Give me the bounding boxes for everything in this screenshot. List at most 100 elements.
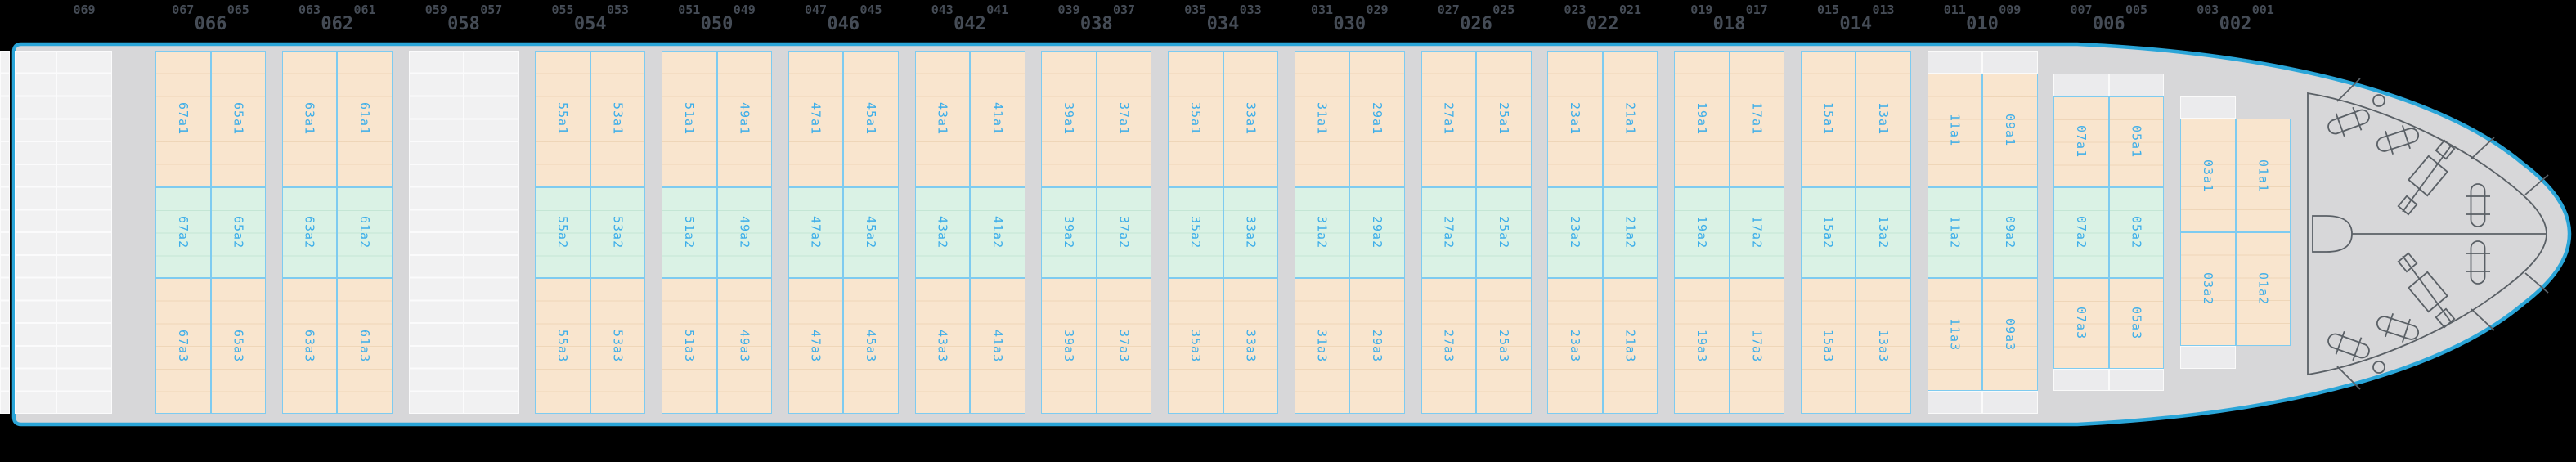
slot-cell-09a1[interactable]: 09a1	[1982, 73, 2038, 187]
slot-cell-51a1[interactable]: 51a1	[662, 51, 717, 187]
slot-cell-37a1[interactable]: 37a1	[1096, 51, 1152, 187]
slot-cell-07a3[interactable]: 07a3	[2053, 277, 2109, 369]
slot-cell-67a2[interactable]: 67a2	[155, 186, 211, 278]
slot-cell-21a1[interactable]: 21a1	[1602, 51, 1658, 187]
slot-cell-67a3[interactable]: 67a3	[155, 277, 211, 414]
slot-cell-31a1[interactable]: 31a1	[1294, 51, 1350, 187]
slot-cell-15a3[interactable]: 15a3	[1800, 277, 1856, 414]
slot-cell-55a1[interactable]: 55a1	[535, 51, 590, 187]
slot-cell-65a2[interactable]: 65a2	[210, 186, 266, 278]
slot-cell-09a2[interactable]: 09a2	[1982, 186, 2038, 278]
slot-cell-49a1[interactable]: 49a1	[716, 51, 772, 187]
slot-cell-31a3[interactable]: 31a3	[1294, 277, 1350, 414]
slot-cell-17a1[interactable]: 17a1	[1729, 51, 1784, 187]
slot-cell-39a1[interactable]: 39a1	[1041, 51, 1097, 187]
empty-bay-058-col-right[interactable]	[464, 51, 519, 414]
slot-cell-11a1[interactable]: 11a1	[1927, 73, 1982, 187]
slot-cell-05a2[interactable]: 05a2	[2108, 186, 2165, 278]
slot-cell-61a3[interactable]: 61a3	[337, 277, 393, 414]
slot-cell-13a2[interactable]: 13a2	[1856, 186, 1911, 278]
slot-cell-05a1[interactable]: 05a1	[2108, 96, 2165, 187]
slot-cell-27a2[interactable]: 27a2	[1420, 186, 1476, 278]
slot-cell-43a1[interactable]: 43a1	[914, 51, 970, 187]
slot-cell-41a3[interactable]: 41a3	[970, 277, 1025, 414]
slot-cell-61a1[interactable]: 61a1	[337, 51, 393, 187]
slot-cell-01a2[interactable]: 01a2	[2235, 232, 2291, 346]
slot-cell-09a3[interactable]: 09a3	[1982, 277, 2038, 392]
slot-cell-37a2[interactable]: 37a2	[1096, 186, 1152, 278]
slot-cell-61a2[interactable]: 61a2	[337, 186, 393, 278]
slot-cell-63a2[interactable]: 63a2	[281, 186, 338, 278]
slot-cell-17a3[interactable]: 17a3	[1729, 277, 1784, 414]
stern-empty-bay-col-right[interactable]	[56, 51, 112, 414]
slot-cell-55a2[interactable]: 55a2	[535, 186, 590, 278]
slot-cell-63a1[interactable]: 63a1	[281, 51, 338, 187]
slot-cell-23a1[interactable]: 23a1	[1547, 51, 1603, 187]
empty-bay-058-col-left[interactable]	[408, 51, 464, 414]
slot-cell-23a3[interactable]: 23a3	[1547, 277, 1603, 414]
slot-cell-31a2[interactable]: 31a2	[1294, 186, 1350, 278]
slot-cell-35a2[interactable]: 35a2	[1168, 186, 1223, 278]
slot-cell-19a3[interactable]: 19a3	[1674, 277, 1730, 414]
slot-cell-63a3[interactable]: 63a3	[281, 277, 338, 414]
slot-cell-25a2[interactable]: 25a2	[1476, 186, 1532, 278]
slot-cell-21a3[interactable]: 21a3	[1602, 277, 1658, 414]
slot-cell-43a2[interactable]: 43a2	[914, 186, 970, 278]
slot-cell-15a1[interactable]: 15a1	[1800, 51, 1856, 187]
slot-cell-33a2[interactable]: 33a2	[1223, 186, 1278, 278]
slot-cell-41a2[interactable]: 41a2	[970, 186, 1025, 278]
slot-cell-25a1[interactable]: 25a1	[1476, 51, 1532, 187]
slot-cell-13a3[interactable]: 13a3	[1856, 277, 1911, 414]
slot-cell-27a1[interactable]: 27a1	[1420, 51, 1476, 187]
slot-cell-05a3[interactable]: 05a3	[2108, 277, 2165, 369]
slot-cell-65a3[interactable]: 65a3	[210, 277, 266, 414]
slot-cell-17a2[interactable]: 17a2	[1729, 186, 1784, 278]
slot-cell-53a2[interactable]: 53a2	[590, 186, 646, 278]
stern-empty-bay-col-left[interactable]	[15, 51, 56, 414]
slot-cell-51a2[interactable]: 51a2	[662, 186, 717, 278]
slot-cell-03a2[interactable]: 03a2	[2180, 232, 2236, 346]
slot-cell-21a2[interactable]: 21a2	[1602, 186, 1658, 278]
slot-cell-65a1[interactable]: 65a1	[210, 51, 266, 187]
slot-cell-67a1[interactable]: 67a1	[155, 51, 211, 187]
slot-cell-35a3[interactable]: 35a3	[1168, 277, 1223, 414]
slot-cell-33a3[interactable]: 33a3	[1223, 277, 1278, 414]
slot-cell-51a3[interactable]: 51a3	[662, 277, 717, 414]
slot-cell-45a1[interactable]: 45a1	[843, 51, 899, 187]
clipped-bay-strip[interactable]	[0, 51, 10, 414]
slot-cell-47a2[interactable]: 47a2	[788, 186, 844, 278]
slot-cell-07a2[interactable]: 07a2	[2053, 186, 2109, 278]
slot-cell-37a3[interactable]: 37a3	[1096, 277, 1152, 414]
slot-cell-41a1[interactable]: 41a1	[970, 51, 1025, 187]
slot-cell-19a1[interactable]: 19a1	[1674, 51, 1730, 187]
slot-cell-07a1[interactable]: 07a1	[2053, 96, 2109, 187]
slot-cell-23a2[interactable]: 23a2	[1547, 186, 1603, 278]
slot-cell-29a2[interactable]: 29a2	[1349, 186, 1405, 278]
slot-cell-45a3[interactable]: 45a3	[843, 277, 899, 414]
slot-cell-49a3[interactable]: 49a3	[716, 277, 772, 414]
slot-cell-15a2[interactable]: 15a2	[1800, 186, 1856, 278]
slot-cell-49a2[interactable]: 49a2	[716, 186, 772, 278]
slot-cell-39a3[interactable]: 39a3	[1041, 277, 1097, 414]
slot-cell-label: 41a1	[990, 102, 1005, 136]
slot-cell-53a1[interactable]: 53a1	[590, 51, 646, 187]
slot-cell-39a2[interactable]: 39a2	[1041, 186, 1097, 278]
slot-cell-01a1[interactable]: 01a1	[2235, 119, 2291, 232]
slot-cell-29a1[interactable]: 29a1	[1349, 51, 1405, 187]
slot-cell-55a3[interactable]: 55a3	[535, 277, 590, 414]
slot-cell-03a1[interactable]: 03a1	[2180, 119, 2236, 232]
slot-cell-13a1[interactable]: 13a1	[1856, 51, 1911, 187]
slot-cell-25a3[interactable]: 25a3	[1476, 277, 1532, 414]
slot-cell-33a1[interactable]: 33a1	[1223, 51, 1278, 187]
slot-cell-27a3[interactable]: 27a3	[1420, 277, 1476, 414]
slot-cell-19a2[interactable]: 19a2	[1674, 186, 1730, 278]
slot-cell-53a3[interactable]: 53a3	[590, 277, 646, 414]
slot-cell-43a3[interactable]: 43a3	[914, 277, 970, 414]
slot-cell-45a2[interactable]: 45a2	[843, 186, 899, 278]
slot-cell-35a1[interactable]: 35a1	[1168, 51, 1223, 187]
slot-cell-47a3[interactable]: 47a3	[788, 277, 844, 414]
slot-cell-11a3[interactable]: 11a3	[1927, 277, 1982, 392]
slot-cell-11a2[interactable]: 11a2	[1927, 186, 1982, 278]
slot-cell-29a3[interactable]: 29a3	[1349, 277, 1405, 414]
slot-cell-47a1[interactable]: 47a1	[788, 51, 844, 187]
